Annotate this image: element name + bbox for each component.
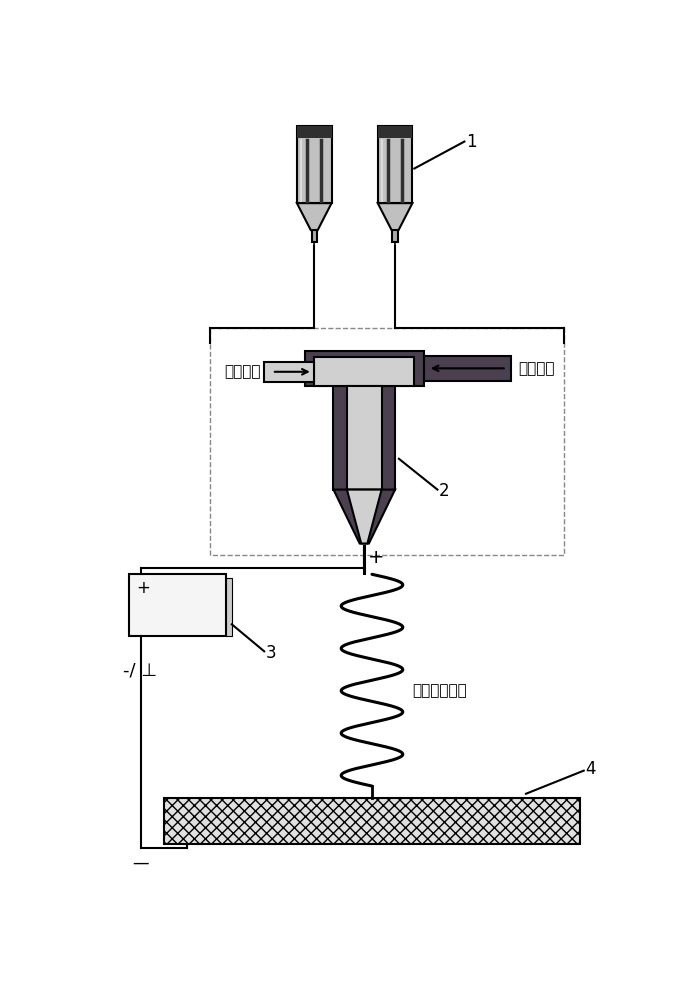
Bar (378, 126, 413, 138)
Bar (264, 362, 314, 382)
Text: 4: 4 (585, 760, 596, 778)
Text: 3: 3 (266, 644, 277, 662)
Bar (297, 126, 331, 138)
Bar (333, 386, 395, 490)
Bar (210, 328, 564, 555)
Polygon shape (333, 490, 395, 544)
Bar (225, 578, 232, 636)
Bar (424, 356, 511, 381)
Text: +: + (137, 579, 150, 597)
Bar (347, 386, 382, 490)
Text: 壳层进料: 壳层进料 (518, 361, 555, 376)
Bar (130, 574, 225, 636)
Text: —: — (133, 854, 150, 872)
Text: 1: 1 (466, 133, 477, 151)
Text: 2: 2 (439, 482, 449, 500)
Bar (297, 126, 331, 203)
Bar (378, 126, 413, 203)
Bar (393, 230, 398, 242)
Polygon shape (347, 490, 382, 544)
Text: 同轴纳米纤维: 同轴纳米纤维 (412, 683, 466, 698)
Bar (305, 351, 424, 386)
Polygon shape (297, 203, 331, 230)
Text: -/ ⊥: -/ ⊥ (123, 662, 157, 680)
Text: +: + (367, 548, 384, 567)
Text: 核层进料: 核层进料 (224, 364, 260, 379)
Bar (314, 357, 415, 386)
Polygon shape (378, 203, 413, 230)
Bar (311, 230, 317, 242)
Bar (164, 798, 580, 844)
